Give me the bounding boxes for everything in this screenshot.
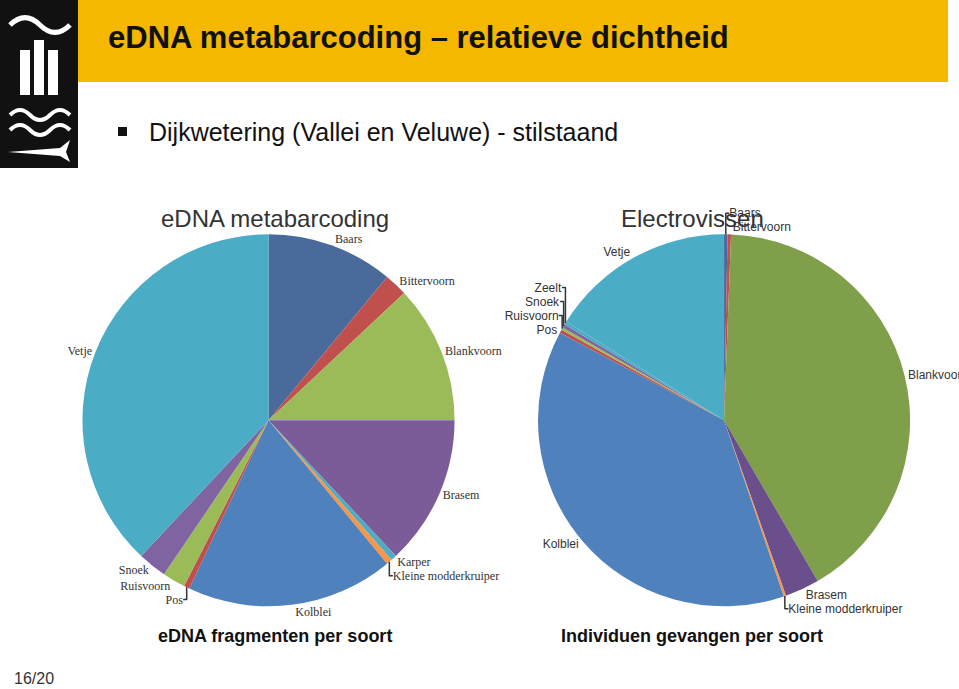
svg-text:Kolblei: Kolblei	[543, 537, 579, 551]
svg-text:Karper: Karper	[397, 555, 430, 569]
svg-text:Blankvoorn: Blankvoorn	[445, 344, 502, 358]
svg-text:eDNA metabarcoding: eDNA metabarcoding	[161, 205, 389, 232]
svg-text:Pos: Pos	[537, 323, 558, 337]
svg-text:Pos: Pos	[166, 593, 184, 607]
svg-text:Vetje: Vetje	[67, 344, 92, 358]
svg-text:Zeelt: Zeelt	[535, 281, 562, 295]
svg-text:Ruisvoorn: Ruisvoorn	[120, 579, 170, 593]
svg-text:Kolblei: Kolblei	[295, 605, 332, 619]
svg-text:Blankvoorn: Blankvoorn	[908, 368, 959, 382]
svg-text:Bittervoorn: Bittervoorn	[399, 274, 454, 288]
svg-text:Brasem: Brasem	[806, 588, 847, 602]
svg-text:Kleine modderkruiper: Kleine modderkruiper	[393, 569, 499, 583]
svg-text:Individuen gevangen per soort: Individuen gevangen per soort	[561, 626, 823, 646]
svg-text:Kleine modderkruiper: Kleine modderkruiper	[788, 602, 902, 616]
svg-text:Vetje: Vetje	[603, 245, 630, 259]
html-text:Dijkwetering (Vallei en Veluwe: Dijkwetering (Vallei en Veluwe) - stilst…	[149, 118, 619, 146]
svg-text:Bittervoorn: Bittervoorn	[733, 220, 791, 234]
svg-text:eDNA fragmenten per soort: eDNA fragmenten per soort	[158, 626, 392, 646]
svg-text:Baars: Baars	[729, 206, 760, 220]
svg-text:Snoek: Snoek	[525, 295, 560, 309]
svg-text:Electrovissen: Electrovissen	[621, 205, 764, 232]
svg-text:Brasem: Brasem	[443, 488, 480, 502]
svg-text:Baars: Baars	[335, 232, 363, 246]
svg-text:Snoek: Snoek	[119, 563, 149, 577]
html-text:eDNA metabarcoding – relatieve: eDNA metabarcoding – relatieve dichtheid	[108, 20, 729, 55]
html-text:16/20: 16/20	[14, 670, 54, 687]
svg-text:Ruisvoorn: Ruisvoorn	[505, 309, 559, 323]
